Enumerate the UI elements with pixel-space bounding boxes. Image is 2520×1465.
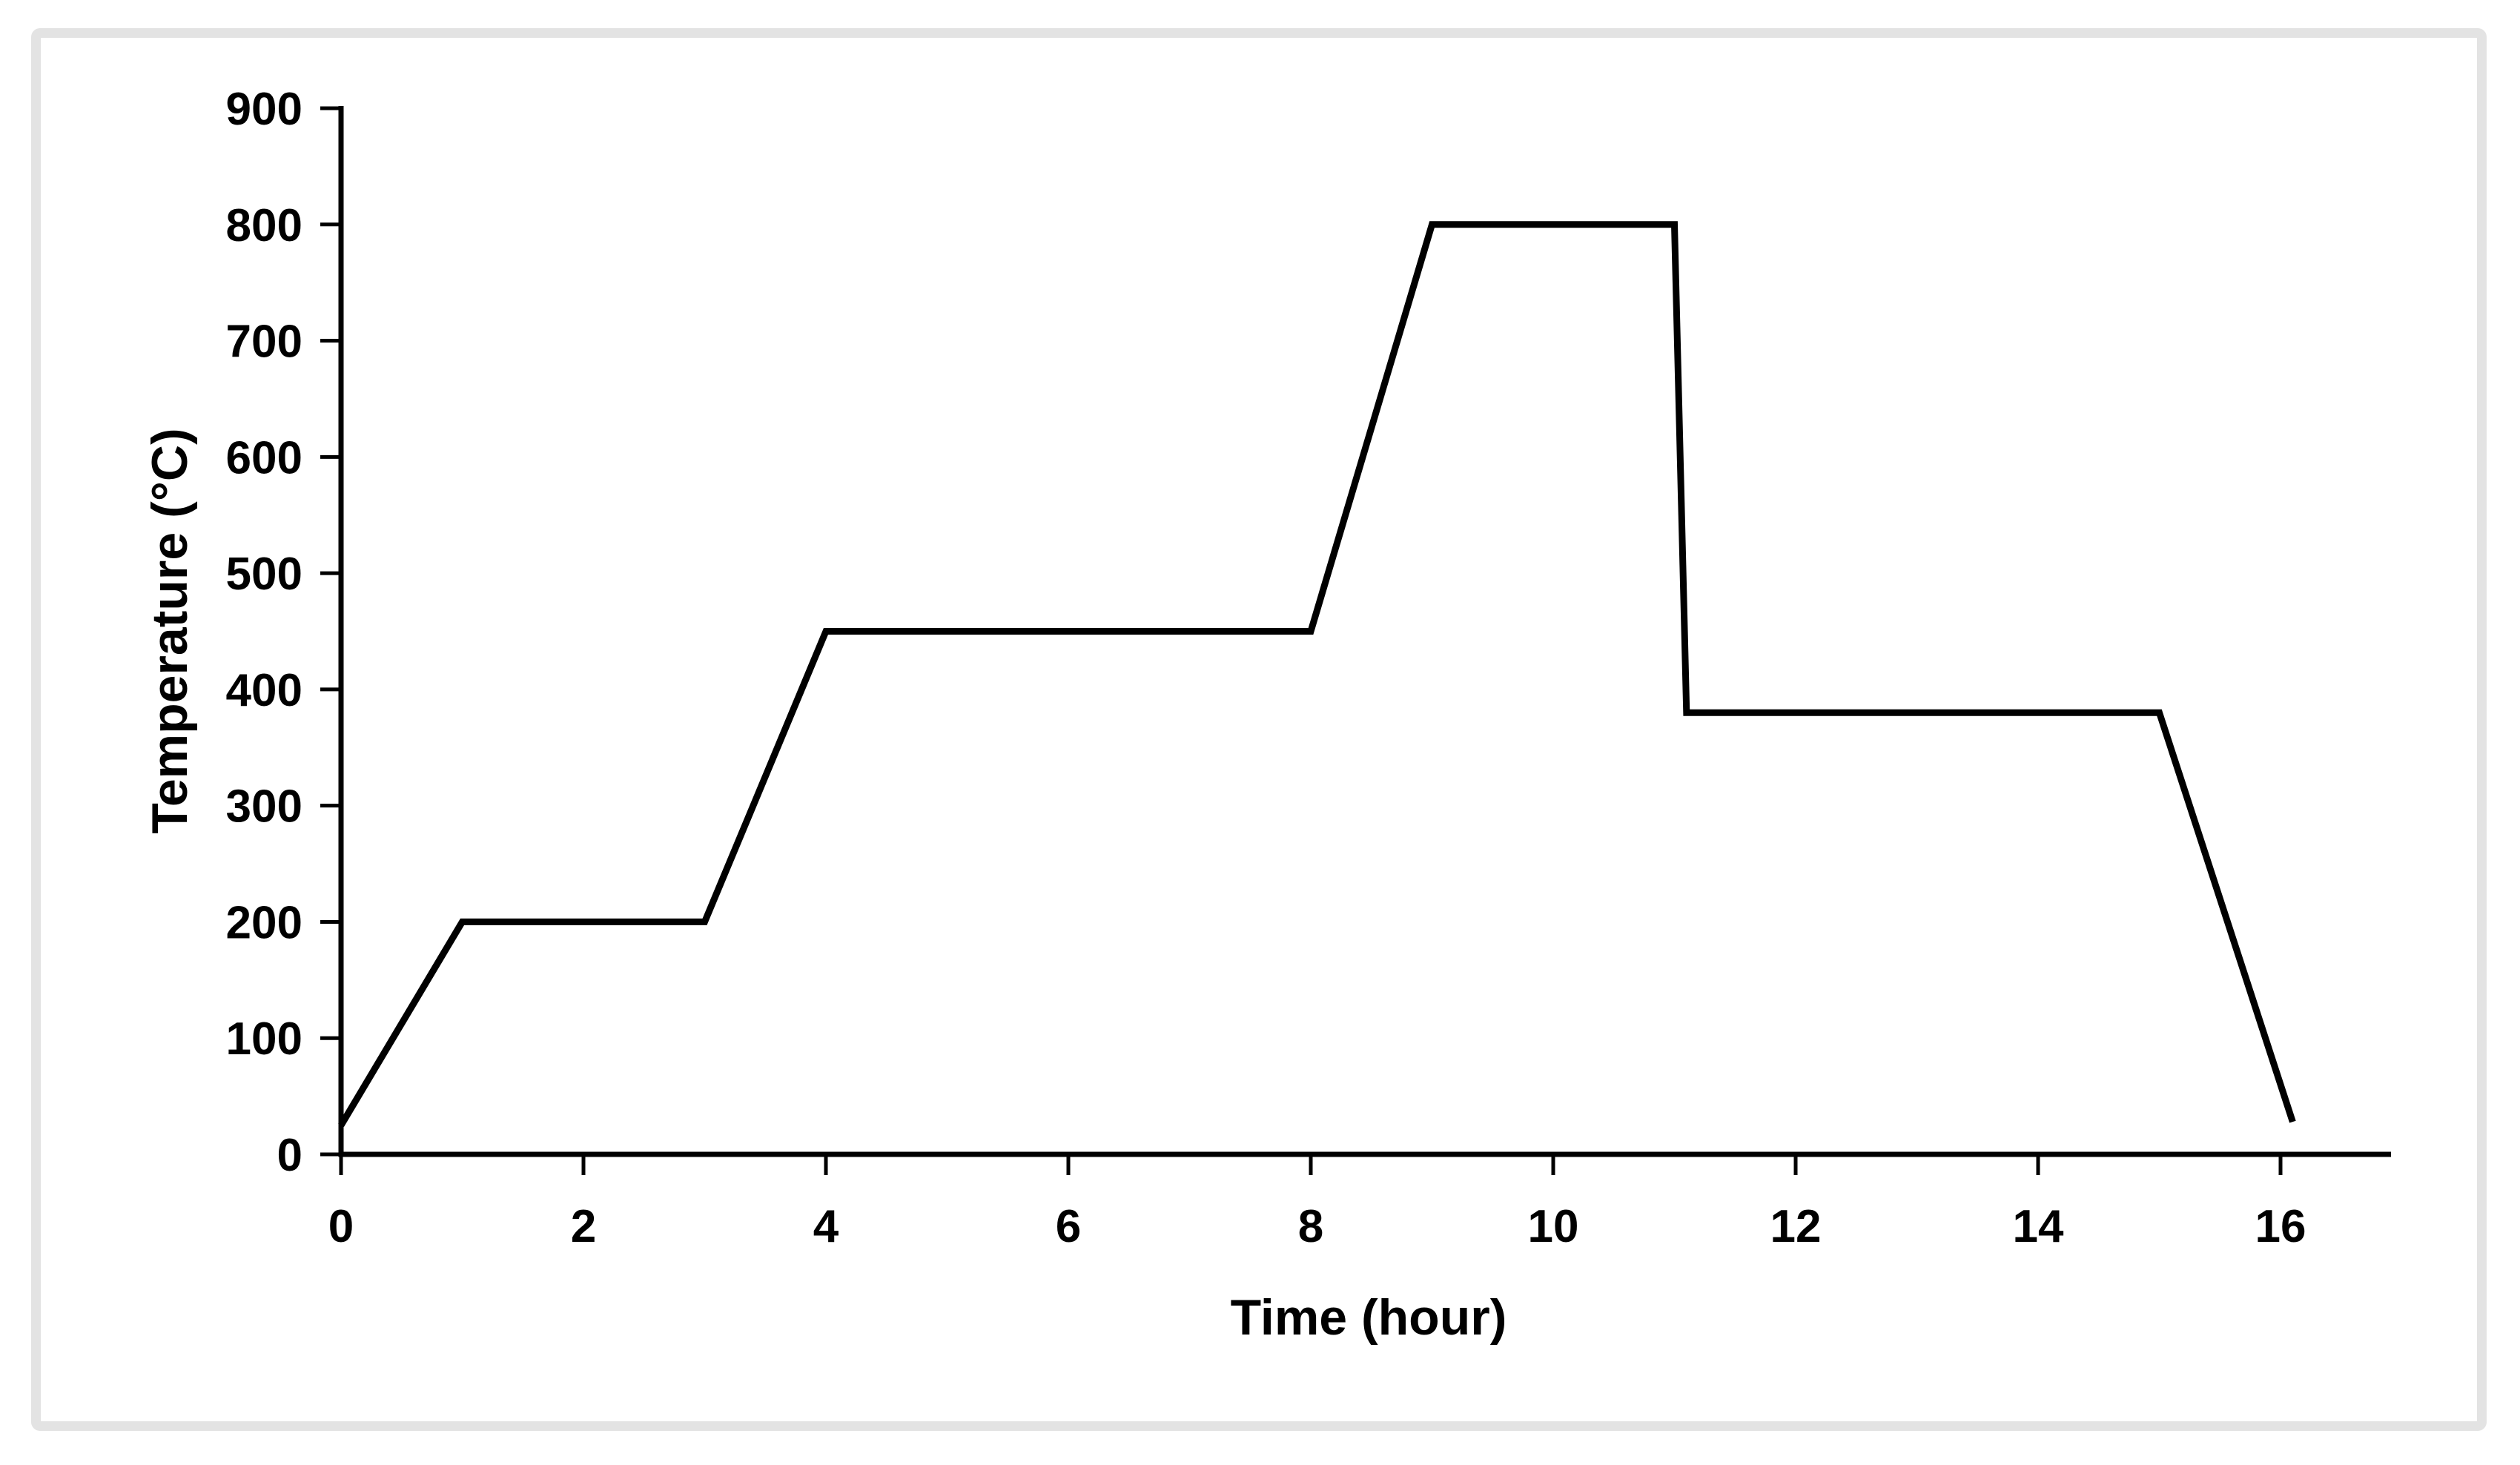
chart-frame	[31, 28, 2487, 1431]
x-tick-label: 12	[1770, 1201, 1822, 1252]
series-line-temperature-profile	[338, 221, 2296, 1128]
x-tick-label: 8	[1298, 1201, 1323, 1252]
x-tick-label: 0	[328, 1201, 354, 1252]
y-tick-label: 300	[226, 781, 302, 833]
x-tick-label: 16	[2255, 1201, 2306, 1252]
y-tick-label: 600	[226, 432, 302, 483]
y-tick-label: 700	[226, 317, 302, 368]
y-tick-label: 100	[226, 1013, 302, 1065]
y-axis-title: Temperature (°C)	[142, 428, 198, 833]
y-tick-label: 400	[226, 665, 302, 716]
x-tick-label: 4	[813, 1201, 839, 1252]
y-tick-label: 500	[226, 549, 302, 600]
x-tick-label: 6	[1056, 1201, 1081, 1252]
x-tick-label: 10	[1528, 1201, 1579, 1252]
x-tick-label: 2	[571, 1201, 596, 1252]
y-tick-label: 800	[226, 200, 302, 251]
y-tick-label: 0	[277, 1130, 302, 1181]
x-axis-title: Time (hour)	[1231, 1289, 1507, 1346]
y-tick-label: 200	[226, 897, 302, 948]
y-tick-label: 900	[226, 84, 302, 135]
x-tick-label: 14	[2013, 1201, 2064, 1252]
